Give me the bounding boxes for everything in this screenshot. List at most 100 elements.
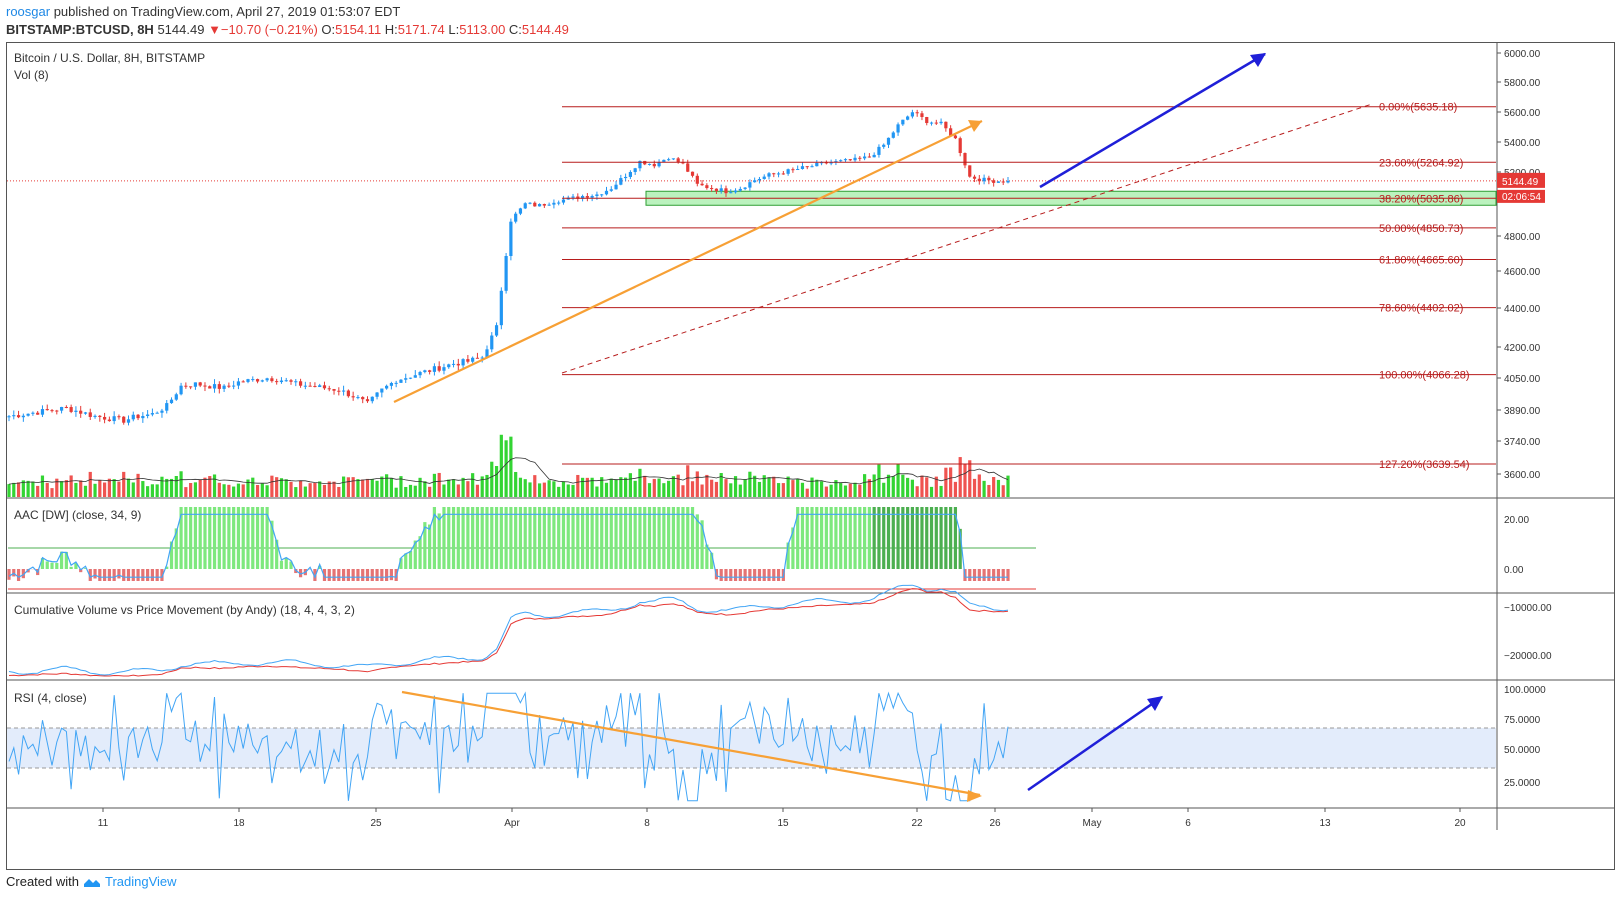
volume-bar [232,486,236,497]
aac-bar [88,569,92,581]
candle-body [45,409,49,411]
candle-body [107,419,111,422]
candle-body [585,196,589,198]
aac-bar [126,569,131,581]
aac-bar [996,569,1001,581]
candle-body [958,138,962,153]
candle-body [843,159,848,161]
tradingview-link[interactable]: TradingView [104,874,177,889]
volume-bar [432,473,437,497]
aac-bar [122,569,126,581]
volume-bar [141,481,145,497]
volume-bar [64,480,68,497]
candle-body [633,168,637,173]
volume-bar [107,478,111,497]
candle-body [853,157,857,161]
volume-bar [279,478,284,497]
aac-bar [509,507,513,569]
candle-body [671,158,676,160]
aac-bar [174,528,178,569]
volume-bar [480,476,484,497]
volume-bar [786,476,790,497]
candle-body [423,370,427,373]
projection-arrow-rsi [1027,695,1163,792]
candle-body [447,364,451,368]
aac-bar [337,569,341,581]
aac-bar [356,569,360,581]
volume-bar [509,436,513,497]
candle-body [279,380,284,383]
candle-body [413,375,417,378]
aac-bar [16,569,21,581]
volume-bar [146,486,150,497]
volume-bar [12,482,16,497]
aac-bar [270,520,274,569]
time-tick-label: Apr [504,818,520,829]
arrowhead-icon [1250,53,1266,67]
aac-bar [332,569,336,581]
candle-body [944,121,948,129]
volume-bar [805,488,809,497]
candle-body [590,195,594,198]
footer: Created with TradingView [6,874,177,889]
candle-body [394,382,398,384]
volume-bar [356,479,360,497]
volume-bar [40,475,45,497]
candle-body [64,406,68,408]
price-tick-label: 6000.00 [1504,49,1541,60]
volume-bar [1006,475,1010,497]
volume-bar [83,485,88,497]
volume-bar [600,477,604,497]
aac-bar [633,507,637,569]
volume-bar [45,482,49,497]
volume-bar [714,481,719,497]
last-price-tag [1497,172,1545,188]
candle-body [686,163,690,172]
aac-bar [255,507,260,569]
aac-bar [929,507,934,569]
aac-bar [423,522,427,569]
volume-bar [939,485,943,497]
candle-body [236,381,241,386]
candle-body [929,122,934,124]
volume-bar [738,484,742,497]
candle-body [848,159,852,161]
aac-bar [824,507,828,569]
volume-bar [891,476,895,497]
aac-bar [800,507,805,569]
aac-bar [437,513,441,569]
fib-level-label: 61.80%(4665.60) [1379,255,1463,267]
aac-bar [977,569,981,581]
volume-bar [681,485,685,497]
volume-bar [451,479,456,497]
aac-bar [953,507,958,569]
price-tick-label: 4200.00 [1504,343,1541,354]
volume-bar [671,476,676,497]
aac-bar [117,569,121,579]
aac-bar [208,507,212,569]
volume-bar [643,475,647,497]
time-tick-label: 26 [989,818,1001,829]
aac-bar [442,507,446,569]
volume-bar [490,461,494,497]
aac-bar [848,507,852,569]
candle-body [557,202,561,204]
candle-body [738,188,742,191]
candle-body [389,383,393,386]
volume-bar [102,482,107,497]
price-tick-label: 3600.00 [1504,470,1541,481]
aac-bar [404,553,408,569]
volume-bar [514,471,518,497]
candle-body [523,203,527,209]
trend-arrow-orange-price [393,120,983,403]
aac-bar [289,561,293,569]
aac-bar [776,569,781,581]
author-link[interactable]: roosgar [6,4,51,19]
volume-bar [590,477,594,497]
volume-bar [203,477,207,497]
candle-body [494,325,499,336]
volume-bar [819,481,824,497]
candle-body [375,392,379,397]
volume-bar [839,483,843,497]
